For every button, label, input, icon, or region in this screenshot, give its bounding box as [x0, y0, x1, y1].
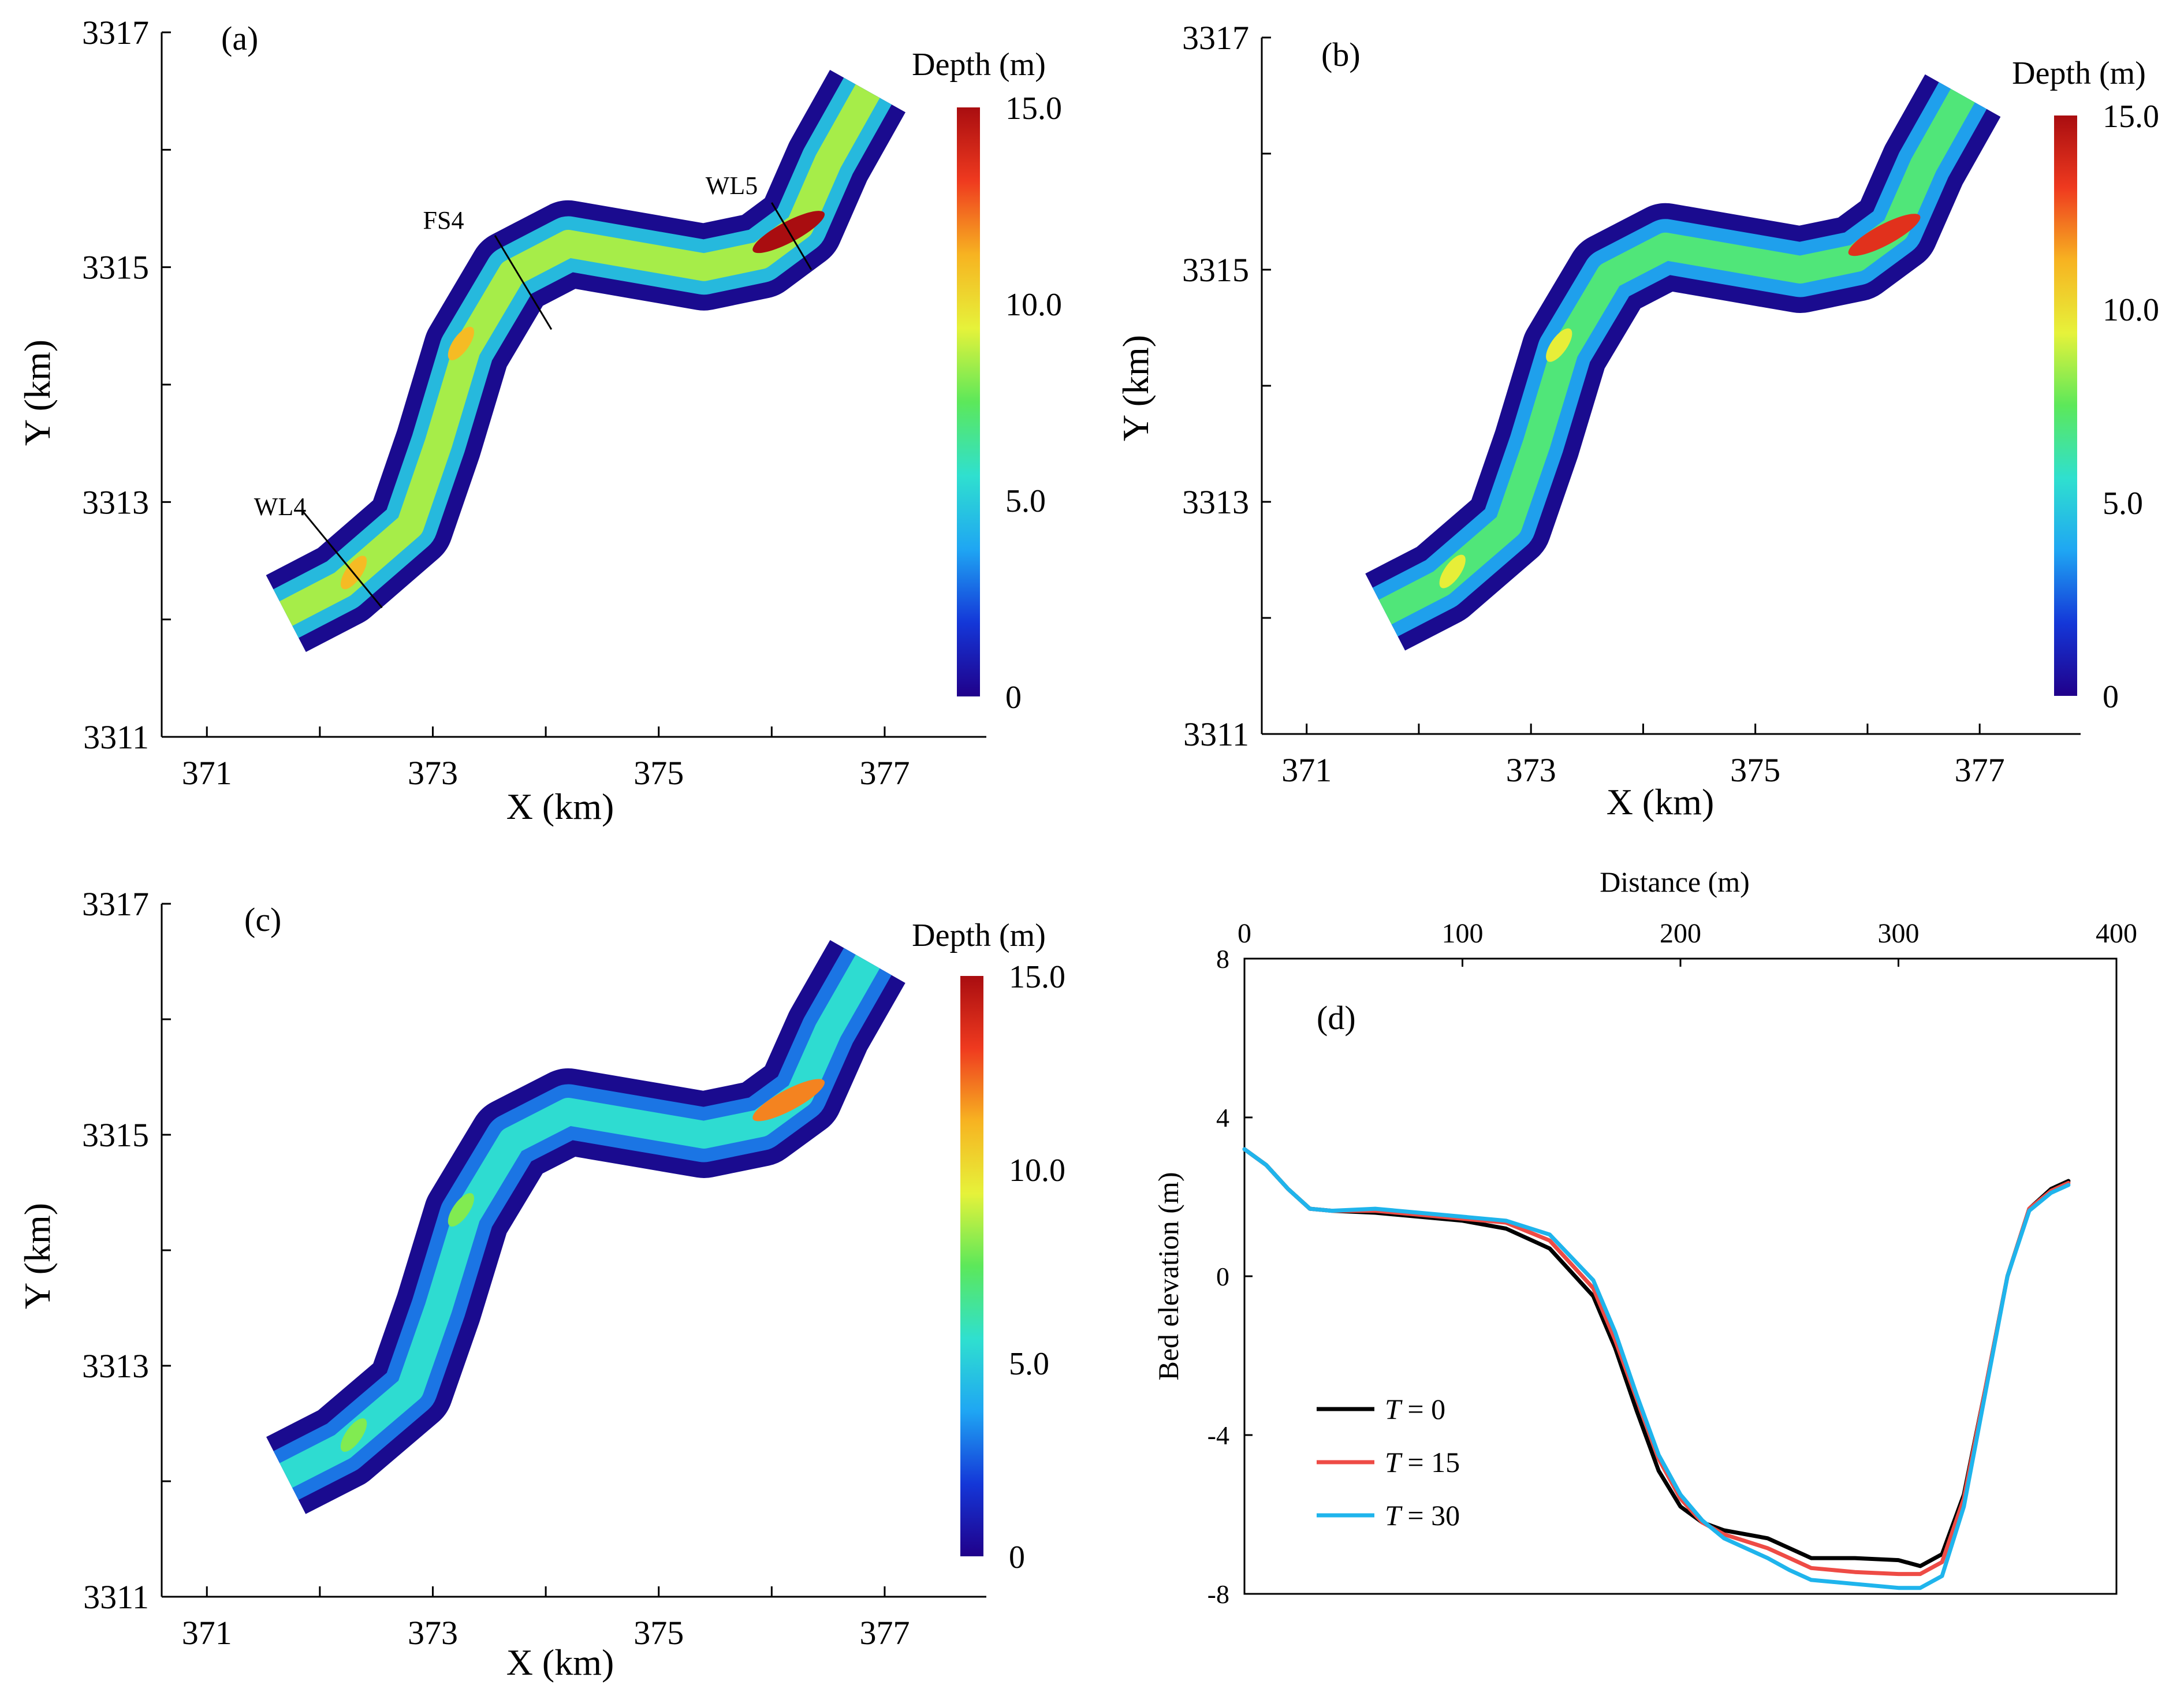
x-tick-label: 375 — [633, 754, 684, 792]
colorbar-tick-label: 5.0 — [2103, 486, 2143, 521]
x-tick-label: 371 — [182, 754, 232, 792]
colorbar-tick-label: 10.0 — [2103, 292, 2159, 328]
x-tick-label: 0 — [1238, 918, 1251, 949]
x-tick-label: 100 — [1442, 918, 1484, 949]
panel-c-x-axis-title: X (km) — [506, 1642, 614, 1683]
cross-section-line-wl5 — [771, 202, 813, 270]
panel-a-cross-section-labels: WL4 FS4 WL5 — [254, 172, 758, 521]
y-tick-label: 3317 — [1182, 19, 1249, 57]
panel-d-x-axis-title: Distance (m) — [1600, 866, 1750, 898]
colorbar — [2054, 115, 2077, 696]
panel-b-colorbar-title: Depth (m) — [2012, 55, 2146, 91]
cross-section-label-fs4: FS4 — [423, 206, 464, 234]
y-tick-label: 3315 — [82, 249, 149, 286]
panel-a-letter: (a) — [221, 20, 258, 57]
panel-c-y-axis-title: Y (km) — [17, 1203, 58, 1309]
colorbar-tick-label: 0 — [2103, 679, 2119, 715]
colorbar-tick-label: 15.0 — [1005, 91, 1062, 126]
y-tick-label: 8 — [1216, 944, 1229, 974]
series-line-30 — [1242, 1147, 2071, 1590]
deep-pool-1 — [1546, 328, 1572, 362]
panel-b-letter: (b) — [1321, 36, 1361, 73]
panel-d-y-axis-title: Bed elevation (m) — [1152, 1172, 1184, 1381]
x-tick-label: 300 — [1878, 918, 1920, 949]
colorbar-tick-label: 10.0 — [1005, 287, 1062, 323]
deep-pool-1 — [448, 326, 475, 360]
panel-c-letter: (c) — [244, 901, 281, 938]
y-tick-label: -4 — [1207, 1421, 1229, 1450]
deep-pool-1 — [448, 1193, 475, 1227]
panel-d-letter: (d) — [1317, 999, 1356, 1037]
legend-label: T = 0 — [1385, 1393, 1445, 1425]
x-tick-label: 373 — [408, 1614, 458, 1652]
panel-a-y-axis-title: Y (km) — [17, 340, 58, 446]
colorbar — [957, 107, 980, 696]
colorbar-tick-label: 0 — [1009, 1540, 1025, 1575]
cross-section-line-fs4 — [494, 234, 553, 330]
x-tick-label: 400 — [2096, 918, 2137, 949]
legend-label: T = 15 — [1385, 1446, 1460, 1478]
panel-a-colorbar-title: Depth (m) — [912, 47, 1046, 83]
y-tick-label: 3311 — [1183, 716, 1249, 753]
y-tick-label: 3315 — [82, 1116, 149, 1154]
y-tick-label: 3317 — [82, 885, 149, 923]
deep-pool-2 — [1439, 554, 1466, 588]
y-tick-label: 3311 — [83, 718, 149, 756]
colorbar-tick-label: 15.0 — [2103, 99, 2159, 135]
x-tick-label: 371 — [182, 1614, 232, 1652]
x-tick-label: 371 — [1281, 751, 1332, 789]
deep-pool-2 — [340, 1418, 367, 1452]
colorbar-tick-label: 5.0 — [1005, 483, 1046, 519]
panel-a-depth-map: (a) X (km) Y (km) Depth (m) WL4 FS4 WL5 … — [17, 14, 1062, 827]
y-tick-label: -8 — [1207, 1579, 1229, 1609]
x-tick-label: 377 — [1955, 751, 2005, 789]
cross-section-label-wl4: WL4 — [254, 493, 306, 521]
y-tick-label: 4 — [1216, 1103, 1229, 1132]
deep-pool-0 — [752, 1079, 825, 1121]
colorbar-tick-label: 10.0 — [1009, 1153, 1065, 1188]
panel-b-y-axis-title: Y (km) — [1115, 335, 1156, 441]
x-tick-label: 373 — [408, 754, 458, 792]
cross-section-line-wl4 — [302, 510, 383, 609]
x-tick-label: 375 — [1730, 751, 1780, 789]
x-tick-label: 377 — [859, 754, 910, 792]
colorbar-tick-label: 15.0 — [1009, 959, 1065, 995]
panel-d-legend: T = 0 T = 15 T = 30 — [1317, 1393, 1460, 1531]
deep-pool-0 — [1848, 214, 1921, 256]
panel-b-depth-map: (b) X (km) Y (km) Depth (m) 371 373 375 377… — [1115, 19, 2159, 822]
x-tick-label: 373 — [1506, 751, 1556, 789]
panel-d-bed-elevation: (d) Distance (m) Bed elevation (m) T = 0… — [1152, 866, 2137, 1609]
y-tick-label: 3313 — [82, 1347, 149, 1385]
x-tick-label: 375 — [633, 1614, 684, 1652]
y-tick-label: 3313 — [1182, 483, 1249, 521]
y-tick-label: 0 — [1216, 1262, 1229, 1291]
colorbar — [960, 976, 983, 1556]
panel-c-depth-map: (c) X (km) Y (km) Depth (m) 371 373 375 377… — [17, 885, 1065, 1683]
x-tick-label: 200 — [1660, 918, 1701, 949]
y-tick-label: 3317 — [82, 14, 149, 51]
y-tick-label: 3313 — [82, 483, 149, 521]
cross-section-label-wl5: WL5 — [706, 172, 758, 200]
y-tick-label: 3311 — [83, 1578, 149, 1616]
legend-label: T = 30 — [1385, 1499, 1460, 1531]
panel-c-colorbar-title: Depth (m) — [912, 918, 1046, 953]
colorbar-tick-label: 0 — [1005, 680, 1022, 716]
x-tick-label: 377 — [859, 1614, 910, 1652]
panel-a-x-axis-title: X (km) — [506, 786, 614, 827]
panel-b-x-axis-title: X (km) — [1607, 781, 1715, 822]
colorbar-tick-label: 5.0 — [1009, 1346, 1049, 1382]
y-tick-label: 3315 — [1182, 251, 1249, 289]
